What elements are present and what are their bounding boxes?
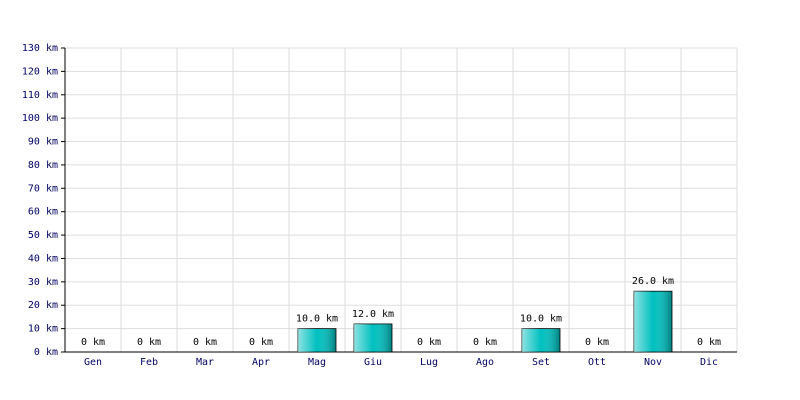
value-label: 0 km xyxy=(137,337,161,348)
value-label: 0 km xyxy=(249,337,273,348)
y-tick-label: 30 km xyxy=(28,277,58,288)
x-tick-label: Set xyxy=(532,357,550,368)
bar-shade xyxy=(298,328,336,352)
x-tick-label: Ago xyxy=(476,357,494,368)
value-label: 12.0 km xyxy=(352,309,394,320)
x-tick-label: Dic xyxy=(700,357,718,368)
y-tick-label: 40 km xyxy=(28,253,58,264)
y-tick-label: 80 km xyxy=(28,160,58,171)
y-tick-label: 60 km xyxy=(28,207,58,218)
value-label: 10.0 km xyxy=(296,314,338,325)
value-label: 0 km xyxy=(585,337,609,348)
value-label: 0 km xyxy=(81,337,105,348)
bar-shade xyxy=(522,328,560,352)
value-label: 10.0 km xyxy=(520,314,562,325)
y-tick-label: 10 km xyxy=(28,324,58,335)
y-tick-label: 110 km xyxy=(22,90,58,101)
y-tick-label: 120 km xyxy=(22,66,58,77)
y-tick-label: 0 km xyxy=(34,347,58,358)
x-tick-label: Ott xyxy=(588,357,606,368)
y-tick-label: 20 km xyxy=(28,300,58,311)
x-tick-label: Lug xyxy=(420,357,438,368)
y-tick-label: 90 km xyxy=(28,137,58,148)
y-tick-label: 50 km xyxy=(28,230,58,241)
bar-shade xyxy=(354,323,392,352)
x-tick-label: Nov xyxy=(644,357,662,368)
x-tick-label: Mag xyxy=(308,357,326,368)
y-tick-label: 100 km xyxy=(22,113,58,124)
x-tick-label: Feb xyxy=(140,357,158,368)
y-tick-label: 130 km xyxy=(22,43,58,54)
value-label: 0 km xyxy=(473,337,497,348)
x-tick-label: Gen xyxy=(84,357,102,368)
x-tick-label: Apr xyxy=(252,357,270,368)
bar-shade xyxy=(634,291,672,352)
x-tick-label: Giu xyxy=(364,357,382,368)
value-label: 0 km xyxy=(417,337,441,348)
value-label: 26.0 km xyxy=(632,276,674,287)
y-tick-label: 70 km xyxy=(28,183,58,194)
value-label: 0 km xyxy=(193,337,217,348)
value-label: 0 km xyxy=(697,337,721,348)
x-tick-label: Mar xyxy=(196,357,214,368)
